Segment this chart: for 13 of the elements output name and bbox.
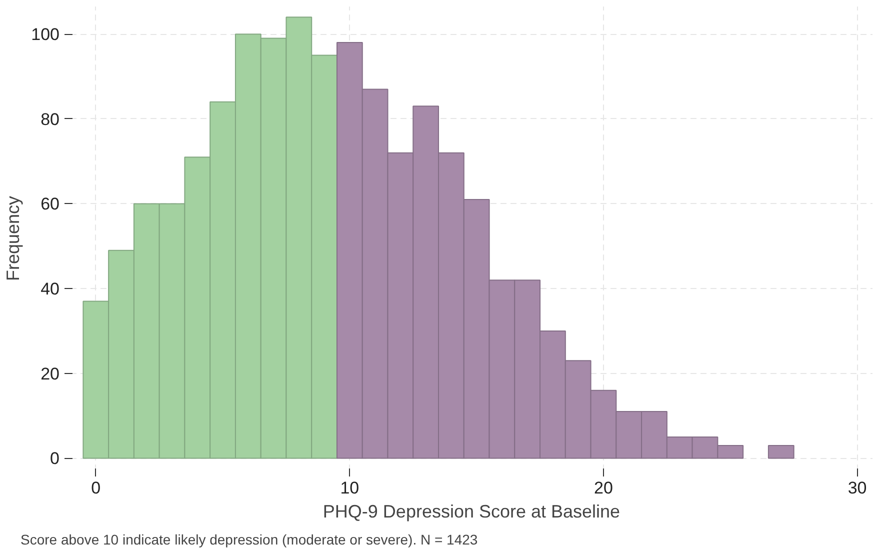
x-tick-label: 20 <box>594 478 613 498</box>
y-tick-label: 20 <box>40 364 60 384</box>
x-tick-label: 10 <box>340 478 360 498</box>
y-tick-label: 60 <box>40 194 60 214</box>
y-axis-title: Frequency <box>3 196 24 282</box>
x-axis-title: PHQ-9 Depression Score at Baseline <box>322 502 620 522</box>
y-tick-label: 80 <box>40 110 60 129</box>
text: Score above 10 indicate likely depression (moderate or severe). N = 1423 <box>20 532 478 548</box>
x-tick-label: 30 <box>848 478 867 498</box>
x-tick-label: 0 <box>91 478 101 498</box>
y-tick-label: 40 <box>40 280 60 299</box>
y-tick-label: 0 <box>50 449 60 468</box>
y-tick-label: 100 <box>31 25 60 44</box>
